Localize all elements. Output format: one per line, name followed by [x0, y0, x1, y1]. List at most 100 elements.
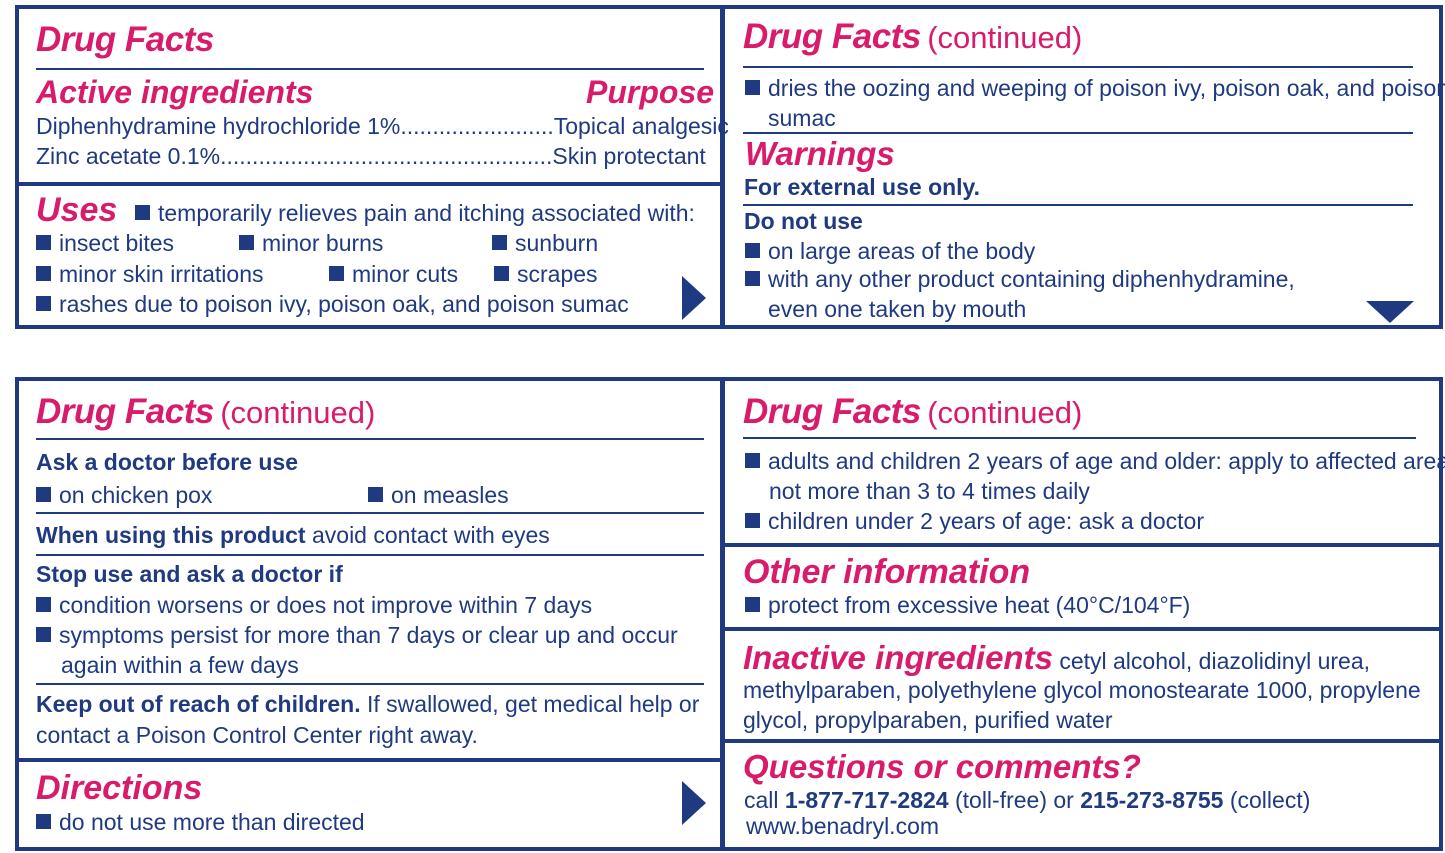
use-text: minor skin irritations — [59, 261, 264, 287]
bottom-panel-divider — [720, 377, 725, 851]
top-panel — [15, 5, 1443, 329]
questions-divider — [722, 739, 1442, 743]
use-item: insect bites — [36, 229, 174, 257]
do-not-use-rule — [743, 204, 1413, 206]
bottom-panel — [15, 377, 1443, 851]
arrow-right-icon — [682, 276, 706, 320]
direction-text: do not use more than directed — [59, 809, 365, 835]
warning-text: on large areas of the body — [768, 238, 1036, 264]
bullet-icon — [745, 243, 760, 258]
bullet-icon — [494, 266, 509, 281]
ask-text: on measles — [391, 482, 509, 508]
other-information-heading: Other information — [743, 553, 1031, 591]
bullet-icon — [368, 487, 383, 502]
when-using-heading: When using this product — [36, 522, 306, 548]
ingredient-name: Zinc acetate 0.1% — [36, 143, 221, 169]
questions-heading: Questions or comments? — [743, 748, 1141, 785]
uses-heading: Uses — [36, 191, 118, 229]
phone-number-tollfree[interactable]: 1-877-717-2824 — [784, 787, 949, 813]
warnings-rule — [743, 132, 1413, 134]
website-link[interactable]: www.benadryl.com — [746, 813, 940, 839]
ask-item: on measles — [368, 481, 509, 509]
bullet-icon — [36, 814, 51, 829]
directions-heading: Directions — [36, 769, 203, 807]
directions-section-divider — [15, 758, 721, 762]
leader-dots: ........................ — [400, 113, 554, 139]
other-info-item: protect from excessive heat (40°C/104°F) — [745, 591, 1190, 619]
ingredient-row-1: Diphenhydramine hydrochloride 1%........… — [36, 112, 729, 140]
stop-text: condition worsens or does not improve wi… — [59, 592, 593, 618]
title-rule — [36, 68, 704, 70]
use-text: scrapes — [517, 261, 598, 287]
use-item: minor cuts — [329, 260, 458, 288]
use-text: rashes due to poison ivy, poison oak, an… — [59, 291, 629, 317]
inactive-ingredients-line-1: Inactive ingredients cetyl alcohol, diaz… — [743, 640, 1370, 679]
bullet-icon — [36, 266, 51, 281]
keep-out-rule — [36, 683, 704, 685]
keep-out-line: Keep out of reach of children. If swallo… — [36, 690, 699, 718]
bullet-icon — [239, 235, 254, 250]
inactive-divider — [722, 627, 1442, 631]
ingredient-name: Diphenhydramine hydrochloride 1% — [36, 113, 401, 139]
title-rule — [743, 66, 1413, 68]
inactive-text: cetyl alcohol, diazolidinyl urea, — [1059, 648, 1370, 674]
stop-use-rule — [36, 554, 704, 556]
direction-text: children under 2 years of age: ask a doc… — [768, 508, 1204, 534]
stop-item: symptoms persist for more than 7 days or… — [36, 621, 678, 649]
use-text: minor burns — [262, 230, 384, 256]
title-rule — [36, 438, 704, 440]
collect-text: (collect) — [1223, 787, 1311, 813]
stop-item-cont: again within a few days — [61, 652, 299, 678]
warning-text: with any other product containing diphen… — [768, 266, 1295, 292]
drug-facts-continued-title: Drug Facts (continued) — [743, 392, 1082, 435]
continued-text: (continued) — [220, 395, 376, 430]
uses-intro-text: temporarily relieves pain and itching as… — [158, 200, 695, 226]
keep-out-text: If swallowed, get medical help or — [360, 691, 700, 717]
phone-number-collect[interactable]: 215-273-8755 — [1080, 787, 1224, 813]
use-text: minor cuts — [352, 261, 459, 287]
arrow-down-icon — [1366, 301, 1414, 323]
purpose-heading: Purpose — [586, 74, 715, 110]
call-text: call — [744, 787, 785, 813]
phone-line: call 1-877-717-2824 (toll-free) or 215-2… — [744, 786, 1310, 814]
bullet-icon — [745, 271, 760, 286]
ask-item: on chicken pox — [36, 481, 212, 509]
when-using-line: When using this product avoid contact wi… — [36, 521, 550, 549]
bullet-icon — [36, 627, 51, 642]
drug-facts-title: Drug Facts — [36, 20, 214, 59]
use-item: sunburn — [492, 229, 598, 257]
direction-item-cont: not more than 3 to 4 times daily — [769, 478, 1090, 504]
inactive-ingredients-heading: Inactive ingredients — [743, 639, 1053, 676]
use-item: rashes due to poison ivy, poison oak, an… — [36, 290, 629, 318]
ingredient-purpose: Skin protectant — [552, 143, 706, 169]
use-item-cont: sumac — [768, 105, 836, 131]
warnings-heading: Warnings — [745, 135, 895, 172]
bullet-icon — [745, 513, 760, 528]
active-ingredients-heading: Active ingredients — [36, 74, 314, 110]
ingredient-row-2: Zinc acetate 0.1%.......................… — [36, 142, 706, 170]
direction-item: do not use more than directed — [36, 808, 365, 836]
title-text: Drug Facts — [36, 392, 214, 431]
top-panel-divider — [720, 5, 725, 329]
bullet-icon — [745, 80, 760, 95]
direction-item: children under 2 years of age: ask a doc… — [745, 507, 1204, 535]
do-not-use-heading: Do not use — [744, 208, 863, 234]
direction-text: adults and children 2 years of age and o… — [768, 448, 1445, 474]
use-text: insect bites — [59, 230, 175, 256]
ask-text: on chicken pox — [59, 482, 213, 508]
ingredient-purpose: Topical analgesic — [553, 113, 729, 139]
warning-item: with any other product containing diphen… — [745, 265, 1295, 293]
bullet-icon — [745, 453, 760, 468]
drug-facts-continued-title: Drug Facts (continued) — [743, 17, 1082, 60]
bullet-icon — [329, 266, 344, 281]
stop-item: condition worsens or does not improve wi… — [36, 591, 592, 619]
stop-text: symptoms persist for more than 7 days or… — [59, 622, 678, 648]
continued-text: (continued) — [927, 395, 1083, 430]
arrow-right-icon — [682, 781, 706, 825]
bullet-icon — [135, 205, 150, 220]
inactive-ingredients-line-2: methylparaben, polyethylene glycol monos… — [743, 677, 1421, 703]
other-info-text: protect from excessive heat (40°C/104°F) — [768, 592, 1191, 618]
bullet-icon — [36, 487, 51, 502]
use-item: scrapes — [494, 260, 598, 288]
continued-text: (continued) — [927, 20, 1083, 55]
